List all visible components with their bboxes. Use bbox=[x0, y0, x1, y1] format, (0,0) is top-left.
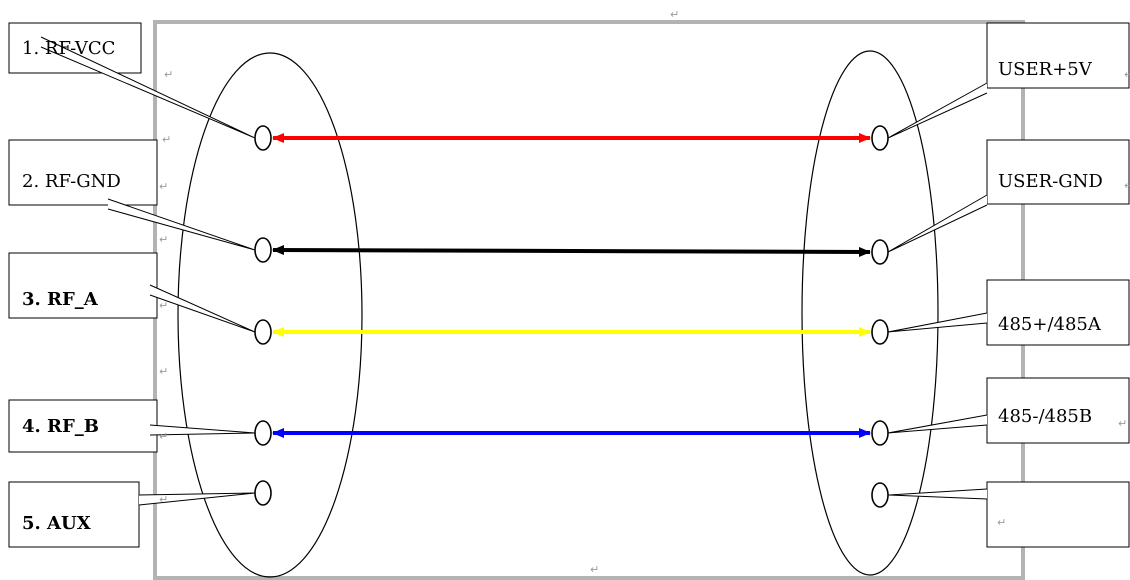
left-label-5-text: 5. AUX bbox=[22, 513, 91, 534]
right-label-callout-3: 485+/485A bbox=[887, 279, 1130, 346]
paragraph-mark-10: ↵ bbox=[1124, 68, 1130, 81]
left-pin-5 bbox=[254, 480, 272, 506]
paragraph-mark-12: ↵ bbox=[1118, 417, 1127, 430]
right-pin-3 bbox=[871, 319, 889, 345]
left-label-callout-1: 1. RF-VCC bbox=[8, 22, 256, 139]
paragraph-mark-2: ↵ bbox=[164, 68, 173, 81]
right-label-callout-2: USER-GND bbox=[887, 139, 1130, 253]
paragraph-mark-14: ↵ bbox=[590, 563, 599, 576]
left-label-callout-3: 3. RF_A bbox=[8, 252, 256, 333]
left-label-callout-2: 2. RF-GND bbox=[8, 139, 256, 251]
left-pin-1 bbox=[254, 125, 272, 151]
left-connector-ellipse bbox=[177, 52, 363, 578]
paragraph-mark-7: ↵ bbox=[159, 365, 168, 378]
right-label-3-text: 485+/485A bbox=[998, 314, 1102, 335]
paragraph-mark-5: ↵ bbox=[159, 233, 168, 246]
right-connector-ellipse bbox=[801, 50, 939, 576]
left-label-callout-5: 5. AUX bbox=[8, 481, 256, 548]
right-label-1-text: USER+5V bbox=[998, 59, 1093, 80]
paragraph-mark-9: ↵ bbox=[159, 493, 168, 506]
right-label-4-text: 485-/485B bbox=[998, 406, 1092, 427]
paragraph-mark-13: ↵ bbox=[997, 516, 1006, 529]
paragraph-mark-3: ↵ bbox=[162, 133, 171, 146]
right-label-2-text: USER-GND bbox=[998, 171, 1103, 192]
right-label-callout-5 bbox=[887, 481, 1130, 548]
right-label-callout-4: 485-/485B bbox=[887, 377, 1130, 444]
right-pin-5 bbox=[871, 482, 889, 508]
right-pin-2 bbox=[871, 239, 889, 265]
right-label-callout-1: USER+5V bbox=[887, 22, 1130, 139]
left-pin-3 bbox=[254, 319, 272, 345]
left-pin-2 bbox=[254, 237, 272, 263]
left-label-callout-4: 4. RF_B bbox=[8, 399, 256, 453]
left-pin-4 bbox=[254, 420, 272, 446]
paragraph-mark-6: ↵ bbox=[159, 299, 168, 312]
paragraph-mark-8: ↵ bbox=[159, 430, 168, 443]
left-label-4-text: 4. RF_B bbox=[22, 416, 99, 437]
right-pin-1 bbox=[871, 125, 889, 151]
wire-2 bbox=[272, 245, 871, 257]
left-label-1-text: 1. RF-VCC bbox=[22, 38, 115, 59]
right-pin-4 bbox=[871, 420, 889, 446]
paragraph-mark-11: ↵ bbox=[1124, 179, 1130, 192]
paragraph-mark-1: ↵ bbox=[670, 8, 679, 21]
left-label-2-text: 2. RF-GND bbox=[22, 171, 121, 192]
paragraph-mark-4: ↵ bbox=[159, 180, 168, 193]
left-label-3-text: 3. RF_A bbox=[22, 289, 99, 310]
